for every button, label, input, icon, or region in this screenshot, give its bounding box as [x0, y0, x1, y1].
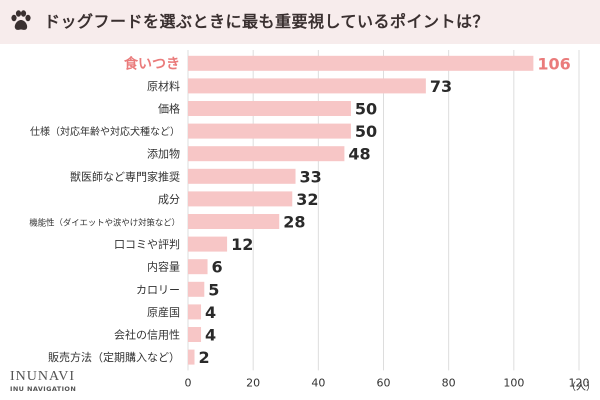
- category-label: カロリー: [136, 283, 180, 296]
- category-label: 添加物: [147, 147, 180, 161]
- data-label: 4: [205, 326, 216, 345]
- data-label: 50: [355, 122, 377, 141]
- header-bar: ドッグフードを選ぶときに最も重要視しているポイントは？: [0, 0, 600, 44]
- data-label: 32: [296, 190, 318, 209]
- data-label: 12: [231, 235, 253, 254]
- bar: [188, 281, 205, 297]
- category-label: 食いつき: [124, 55, 180, 72]
- paw-icon: [11, 10, 31, 30]
- bar: [188, 78, 426, 94]
- category-label: 価格: [158, 102, 180, 116]
- x-axis-unit-label: （人）: [566, 382, 596, 393]
- data-label: 48: [348, 145, 370, 164]
- category-label: 会社の信用性: [114, 328, 180, 342]
- data-label: 5: [208, 280, 219, 299]
- category-label: 成分: [158, 193, 180, 206]
- bar: [188, 101, 351, 116]
- x-tick-label: 80: [442, 376, 456, 389]
- data-label: 106: [537, 54, 570, 73]
- data-label: 4: [205, 303, 216, 322]
- x-tick-label: 120: [569, 376, 590, 389]
- bar: [188, 146, 345, 162]
- x-tick-label: 60: [377, 376, 391, 389]
- bar: [188, 123, 351, 139]
- data-label: 33: [300, 167, 322, 186]
- data-label: 50: [355, 100, 377, 119]
- category-label: 獣医師など専門家推奨: [70, 169, 180, 183]
- x-tick-label: 40: [311, 376, 325, 389]
- logo-main-text: INUNAVI: [10, 369, 76, 384]
- x-tick-label: 20: [246, 376, 260, 389]
- data-label: 6: [212, 258, 223, 277]
- category-label: 販売方法（定期購入など）: [48, 350, 180, 364]
- data-label: 28: [283, 213, 305, 232]
- bar: [188, 327, 202, 342]
- bar: [188, 168, 296, 184]
- bar-chart: 0 20 40 60 80 100 120 食いつき 106 原材料 73 価格 50 仕様（対応年齢や対…: [29, 50, 590, 389]
- inunavi-logo: INUNAVI INU NAVIGATION: [10, 370, 76, 394]
- page-title: ドッグフードを選ぶときに最も重要視しているポイントは？: [44, 12, 490, 31]
- x-tick-label: 100: [503, 376, 524, 389]
- x-tick-label: 0: [185, 376, 192, 389]
- bar: [188, 191, 293, 207]
- bar: [188, 304, 202, 320]
- category-label: 内容量: [147, 260, 180, 274]
- bar: [188, 349, 195, 365]
- data-label: 2: [199, 348, 210, 367]
- data-label: 73: [430, 77, 452, 96]
- category-label: 原産国: [147, 306, 180, 319]
- bar: [188, 259, 208, 275]
- category-label: 機能性（ダイエットや涙やけ対策など）: [29, 218, 180, 228]
- category-label: 原材料: [147, 79, 180, 93]
- bar: [188, 214, 280, 229]
- logo-sub-text: INU NAVIGATION: [10, 385, 77, 393]
- bar: [188, 236, 228, 252]
- category-label: 口コミや評判: [114, 237, 180, 251]
- bar: [188, 55, 534, 71]
- category-label: 仕様（対応年齢や対応犬種など）: [30, 125, 180, 138]
